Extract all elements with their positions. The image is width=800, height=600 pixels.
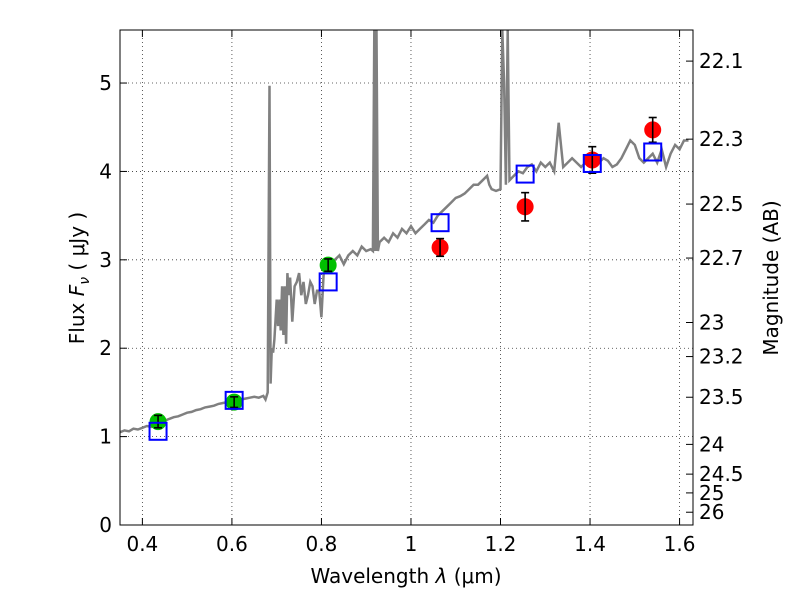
model-points	[148, 142, 663, 441]
model-box	[582, 153, 602, 173]
x-axis-label: Wavelength λ (μm)	[310, 564, 501, 588]
y-tick-label: 4	[99, 159, 112, 183]
spectrum-line	[120, 30, 689, 434]
x-tick-label: 1	[405, 532, 418, 556]
spectrum-series	[120, 30, 689, 434]
y2-tick-label: 22.1	[699, 49, 744, 73]
y2-tick-label: 24	[699, 432, 724, 456]
y2-tick-label: 25	[699, 481, 724, 505]
x-tick-label: 1.6	[664, 532, 696, 556]
model-box	[318, 272, 338, 292]
y2-tick-label: 22.7	[699, 246, 744, 270]
model-box	[224, 390, 244, 410]
y-tick-label: 5	[99, 71, 112, 95]
y-tick-label: 3	[99, 248, 112, 272]
x-tick-label: 1.2	[485, 532, 517, 556]
axis-ticks: 0.4 0.6 0.8 1 1.2 1.4 1.601234522.122.322.522.…	[99, 30, 744, 556]
model-box	[430, 213, 450, 233]
y2-axis-label: Magnitude (AB)	[759, 200, 783, 355]
model-box	[148, 421, 168, 441]
y2-tick-label: 23.5	[699, 385, 744, 409]
model-box	[515, 164, 535, 184]
y-axis-label: Flux Fν ( μJy )	[65, 212, 93, 344]
y2-tick-label: 26	[699, 500, 724, 524]
y-tick-label: 0	[99, 513, 112, 537]
y-tick-label: 1	[99, 425, 112, 449]
y2-tick-label: 23.2	[699, 345, 744, 369]
x-tick-label: 0.6	[216, 532, 248, 556]
y2-tick-label: 22.3	[699, 127, 744, 151]
x-tick-label: 1.4	[574, 532, 606, 556]
error-bars	[154, 116, 657, 429]
x-tick-label: 0.4	[126, 532, 158, 556]
y-tick-label: 2	[99, 336, 112, 360]
y2-tick-label: 23	[699, 311, 724, 335]
y2-tick-label: 24.5	[699, 462, 744, 486]
plot-frame	[119, 29, 694, 526]
grid-lines	[120, 30, 693, 526]
model-box	[643, 142, 663, 162]
y2-tick-label: 22.5	[699, 192, 744, 216]
x-tick-label: 0.8	[306, 532, 338, 556]
